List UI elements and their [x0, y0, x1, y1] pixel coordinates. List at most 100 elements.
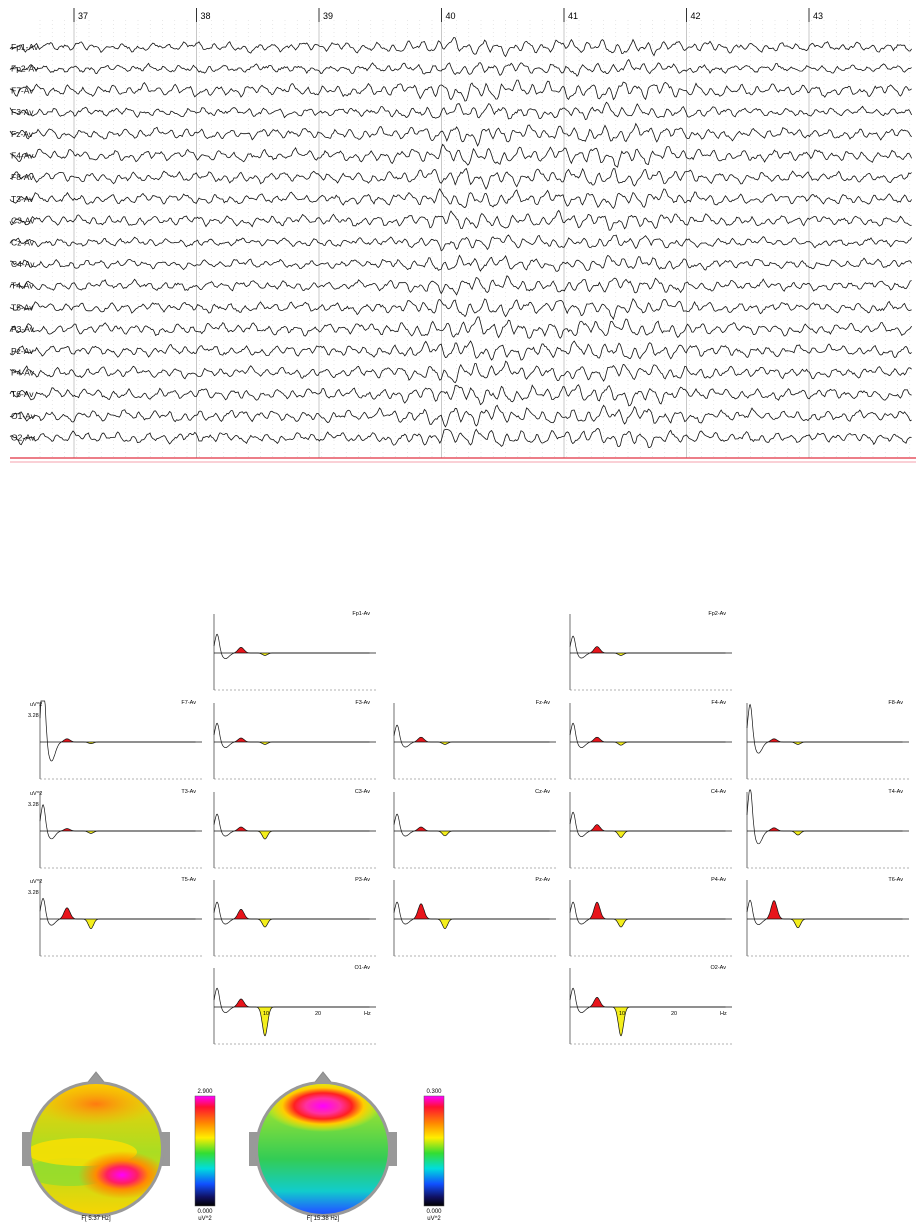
eeg-trace-T3-Av	[9, 187, 912, 210]
spectrum-label: T3-Av	[181, 789, 196, 795]
freq-label-2: F[ 15.38 Hz]	[307, 1216, 340, 1222]
x-tick-label: 10	[619, 1011, 625, 1017]
eeg-trace-Cz-Av	[9, 234, 912, 252]
spectrum-label: Fz-Av	[536, 700, 551, 706]
alpha-fill	[256, 831, 275, 839]
theta-fill	[766, 827, 785, 831]
spectrum-curve	[213, 813, 370, 840]
spectrum-label: T6-Av	[888, 877, 903, 883]
channel-label: O1-Av	[11, 411, 36, 421]
theta-fill	[233, 909, 252, 919]
spectrum-curve	[746, 789, 903, 845]
spectrum-curve	[213, 901, 370, 928]
spectrum-panel-F7-Av: F7-Av uV^2 3.28	[28, 700, 202, 780]
spectrum-curve	[569, 635, 726, 659]
spectrum-panel-T6-Av: T6-Av	[746, 877, 909, 957]
eeg-trace-P4-Av	[9, 360, 912, 384]
eeg-trace-C4-Av	[9, 254, 912, 272]
theta-fill	[413, 827, 432, 831]
scale-max-1: 2.900	[197, 1089, 213, 1095]
theta-fill	[766, 900, 785, 919]
channel-label: Fp1-Av	[11, 42, 39, 52]
x-tick-label: 10	[263, 1011, 269, 1017]
spectrum-panel-C3-Av: C3-Av	[213, 789, 376, 869]
x-unit-label: Hz	[364, 1011, 371, 1017]
right-ear-icon	[387, 1132, 397, 1166]
alpha-fill	[436, 919, 455, 929]
eeg-trace-Fz-Av	[9, 122, 912, 147]
eeg-trace-Fp1-Av	[9, 37, 912, 58]
eeg-trace-F7-Av	[9, 79, 912, 102]
left-ear-icon	[249, 1132, 259, 1166]
topomap-2: 0.300 0.000 uV^2 F[ 15.38 Hz]	[249, 1071, 445, 1222]
topomaps: 2.900 0.000 uV^2 F[ 5.37 Hz] 0.300 0.000…	[22, 1071, 445, 1222]
channel-label: T5-Av	[11, 302, 34, 312]
spectrum-panel-Cz-Av: Cz-Av	[393, 789, 556, 869]
spectrum-curve	[213, 722, 370, 748]
spectrum-curve	[393, 724, 550, 748]
second-label: 39	[323, 11, 333, 21]
y-unit-label: uV^2	[30, 791, 42, 797]
spectrum-label: C3-Av	[355, 789, 370, 795]
theta-fill	[59, 738, 78, 742]
spectrum-label: Fp1-Av	[352, 611, 370, 617]
spectrum-curve	[393, 813, 550, 837]
spectrum-curve	[213, 633, 370, 659]
second-label: 42	[691, 11, 701, 21]
second-label: 37	[78, 11, 88, 21]
alpha-fill	[256, 1007, 275, 1036]
eeg-time-grid	[39, 8, 911, 458]
spectrum-panel-Fz-Av: Fz-Av	[393, 700, 556, 780]
alpha-fill	[256, 919, 275, 927]
eeg-trace-O1-Av	[9, 404, 912, 428]
channel-label: F7-Av	[11, 85, 34, 95]
alpha-fill	[789, 919, 808, 928]
theta-fill	[413, 903, 432, 919]
scale-max-2: 0.300	[426, 1089, 442, 1095]
eeg-trace-T5-Av	[9, 298, 912, 321]
eeg-trace-F4-Av	[9, 143, 912, 168]
channel-label: T3-Av	[11, 194, 34, 204]
theta-fill	[589, 737, 608, 742]
channel-label: C3-Av	[11, 216, 35, 226]
spectrum-panel-O2-Av: O2-Av 10 20 Hz	[569, 965, 732, 1045]
y-tick-label: 3.28	[28, 890, 39, 896]
spectrum-curve	[569, 722, 726, 748]
spectrum-label: T5-Av	[181, 877, 196, 883]
y-unit-label: uV^2	[30, 702, 42, 708]
nose-icon	[313, 1071, 333, 1083]
eeg-trace-O2-Av	[9, 427, 912, 449]
topomap-1: 2.900 0.000 uV^2 F[ 5.37 Hz]	[22, 1071, 216, 1222]
spectrum-panel-T3-Av: T3-Av uV^2 3.28	[28, 789, 202, 869]
spectrum-panel-Pz-Av: Pz-Av	[393, 877, 556, 957]
spectrum-curve	[569, 987, 726, 1037]
channel-label: F4-Av	[11, 151, 34, 161]
channel-label: P4-Av	[11, 368, 35, 378]
spectrum-curve	[39, 700, 196, 762]
spectrum-panel-P4-Av: P4-Av	[569, 877, 732, 957]
spectrum-label: C4-Av	[711, 789, 726, 795]
spectrum-curve	[569, 901, 726, 928]
spectrum-curve	[39, 804, 196, 840]
spectrum-curve	[39, 897, 196, 929]
spectrum-label: Cz-Av	[535, 789, 550, 795]
spectrum-panel-F3-Av: F3-Av	[213, 700, 376, 780]
spectrum-label: F8-Av	[888, 700, 903, 706]
spectrum-curve	[746, 703, 903, 754]
spectrum-panel-F8-Av: F8-Av	[746, 700, 909, 780]
spectrum-label: P4-Av	[711, 877, 726, 883]
spectrum-curve	[746, 899, 903, 929]
channel-label: T6-Av	[11, 389, 34, 399]
spectrum-label: T4-Av	[888, 789, 903, 795]
scale-unit-2: uV^2	[427, 1216, 441, 1222]
spectrum-panel-F4-Av: F4-Av	[569, 700, 732, 780]
channel-label: Fz-Av	[11, 129, 34, 139]
theta-fill	[233, 738, 252, 742]
eeg-trace-T6-Av	[9, 384, 912, 407]
spectrum-panel-T5-Av: T5-Av uV^2 3.28	[28, 877, 202, 957]
scale-unit-1: uV^2	[198, 1216, 212, 1222]
theta-fill	[233, 827, 252, 831]
theta-fill	[233, 647, 252, 653]
eeg-trace-Pz-Av	[9, 340, 912, 361]
spectra-grid: Fp1-Av Fp2-Av F7-Av uV^2 3.28 F3-Av Fz-Av F4-Av…	[28, 611, 909, 1045]
